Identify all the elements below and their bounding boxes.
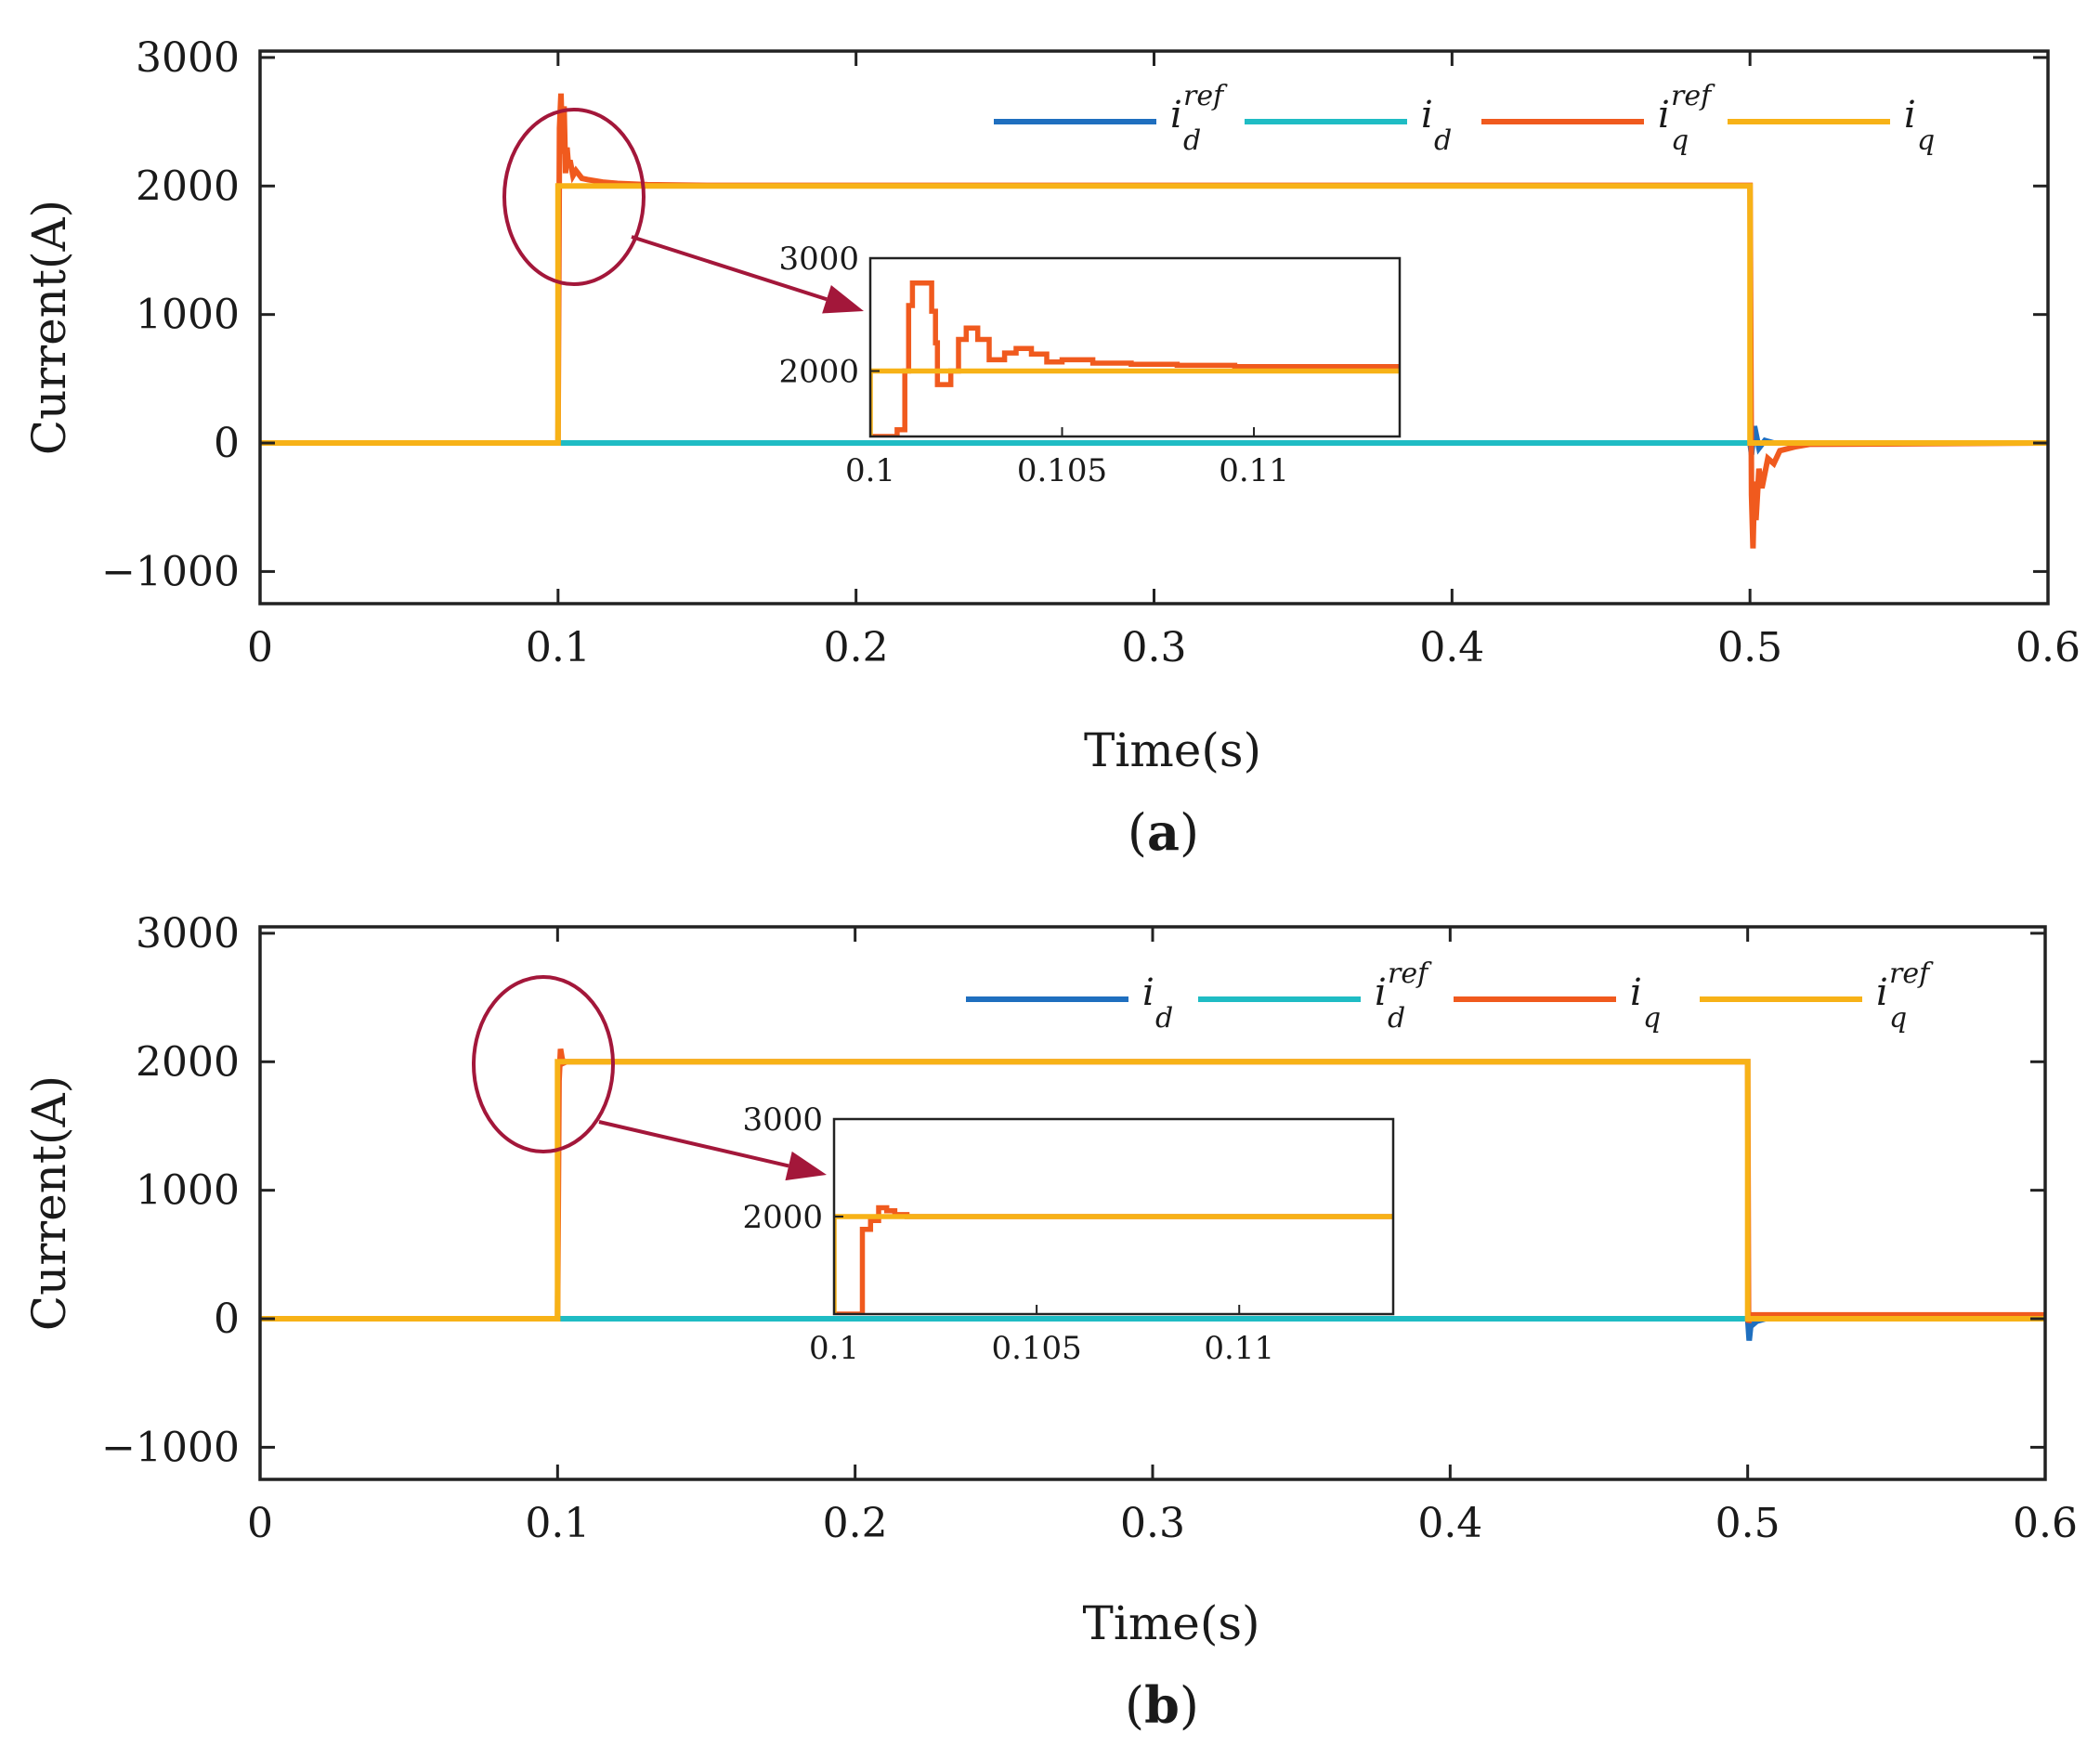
legend-label-main: i — [1170, 94, 1182, 137]
inset-x-tick-label: 0.1 — [809, 1330, 859, 1367]
zoom-arrow-shaft — [598, 1120, 789, 1168]
y-axis-title: Current(A) — [22, 1075, 76, 1331]
y-tick-label: 3000 — [136, 910, 240, 957]
inset-y-tick-label: 3000 — [778, 241, 859, 278]
y-tick-label: −1000 — [101, 1424, 240, 1471]
inset-chart: 0.1 0.105 0.11 2000 3000 — [742, 1101, 1395, 1367]
legend-label-main: i — [1375, 971, 1387, 1014]
x-tick-label: 0.2 — [823, 1500, 888, 1547]
panel-label-close: ) — [1180, 803, 1199, 862]
legend-label-sub: d — [1434, 124, 1452, 157]
x-tick-label: 0.2 — [824, 624, 889, 671]
x-axis-title: Time(s) — [1082, 1596, 1259, 1650]
x-tick-label: 0.6 — [2013, 1500, 2078, 1547]
legend-label-main: i — [1658, 94, 1670, 137]
series-group — [260, 93, 2048, 549]
inset-x-tick-label: 0.11 — [1219, 452, 1289, 489]
panel-label-open: ( — [1128, 803, 1147, 862]
y-tick-label: 2000 — [136, 163, 240, 210]
panel-label: (a) — [1128, 802, 1199, 862]
inset-y-tick-label: 3000 — [742, 1101, 823, 1139]
zoom-highlight-ellipse — [502, 108, 646, 286]
legend-label-sub: d — [1155, 1002, 1173, 1035]
inset-chart: 0.1 0.105 0.11 2000 3000 — [778, 241, 1402, 489]
zoom-arrow-shaft — [631, 235, 828, 302]
legend-label-sup: ref — [1671, 80, 1715, 112]
legend-label-sub: d — [1388, 1002, 1405, 1035]
panel-label-open: ( — [1125, 1676, 1144, 1735]
zoom-highlight-ellipse — [472, 975, 615, 1153]
x-tick-label: 0.6 — [2015, 624, 2080, 671]
inset-series-line-iq_ref — [834, 1214, 1393, 1314]
legend-label-main: i — [1421, 94, 1433, 137]
inset-x-tick-label: 0.11 — [1204, 1330, 1274, 1367]
y-tick-label: 2000 — [136, 1038, 240, 1086]
y-tick-label: 1000 — [136, 1167, 240, 1215]
inset-background — [870, 258, 1400, 436]
y-tick-label: 0 — [214, 1296, 240, 1343]
chart-panel-a: 0 0.1 0.2 0.3 0.4 0.5 0.6−10000100020003000Tim… — [22, 34, 2080, 862]
inset-x-tick-label: 0.1 — [845, 452, 895, 489]
x-tick-label: 0 — [247, 1500, 273, 1547]
panel-label: (b) — [1125, 1675, 1199, 1735]
x-tick-label: 0.5 — [1717, 624, 1782, 671]
x-tick-label: 0 — [247, 624, 273, 671]
legend-label-sup: ref — [1183, 80, 1228, 112]
series-line-iq_ref — [260, 1059, 2045, 1322]
legend-label-sup: ref — [1889, 957, 1934, 990]
inset-y-tick-label: 2000 — [742, 1199, 823, 1236]
x-tick-label: 0.4 — [1419, 624, 1484, 671]
x-tick-label: 0.4 — [1417, 1500, 1482, 1547]
x-tick-label: 0.1 — [526, 624, 591, 671]
inset-y-tick-label: 2000 — [778, 354, 859, 391]
legend-label-main: i — [1630, 971, 1642, 1014]
legend-label-main: i — [1904, 94, 1916, 137]
panel-label-letter: a — [1147, 802, 1180, 862]
series-line-id — [260, 1316, 2045, 1341]
inset-series-group — [870, 280, 1400, 436]
y-tick-label: −1000 — [101, 548, 240, 595]
legend-label-sub: q — [1671, 124, 1689, 157]
x-axis-title: Time(s) — [1084, 723, 1261, 777]
legend-label-sub: q — [1889, 1002, 1907, 1035]
legend-label-sub: d — [1183, 124, 1201, 157]
inset-series-group — [834, 1205, 1393, 1314]
panel-label-letter: b — [1144, 1675, 1180, 1735]
zoom-arrow-head — [822, 284, 864, 314]
zoom-arrow-head — [785, 1151, 827, 1181]
chart-panel-b: 0 0.1 0.2 0.3 0.4 0.5 0.6−10000100020003000Tim… — [22, 910, 2078, 1735]
x-tick-label: 0.3 — [1120, 1500, 1185, 1547]
y-axis-title: Current(A) — [22, 200, 76, 455]
y-tick-label: 3000 — [136, 34, 240, 82]
panel-label-close: ) — [1180, 1676, 1199, 1735]
series-line-iq — [260, 183, 2048, 446]
inset-frame — [868, 256, 1402, 438]
y-tick-label: 1000 — [136, 292, 240, 339]
legend-label-sub: q — [1643, 1002, 1661, 1035]
inset-series-line-iq_ref — [870, 280, 1400, 436]
inset-series-line-iq — [870, 368, 1400, 436]
legend-label-main: i — [1876, 971, 1888, 1014]
legend-label-sup: ref — [1388, 957, 1432, 990]
x-tick-label: 0.3 — [1122, 624, 1187, 671]
series-group — [260, 1048, 2045, 1341]
inset-x-tick-label: 0.105 — [1017, 452, 1107, 489]
x-tick-label: 0.1 — [525, 1500, 590, 1547]
inset-x-tick-label: 0.105 — [991, 1330, 1081, 1367]
y-tick-label: 0 — [214, 420, 240, 467]
x-tick-label: 0.5 — [1715, 1500, 1780, 1547]
legend-label-main: i — [1142, 971, 1154, 1014]
legend-label-sub: q — [1917, 124, 1935, 157]
